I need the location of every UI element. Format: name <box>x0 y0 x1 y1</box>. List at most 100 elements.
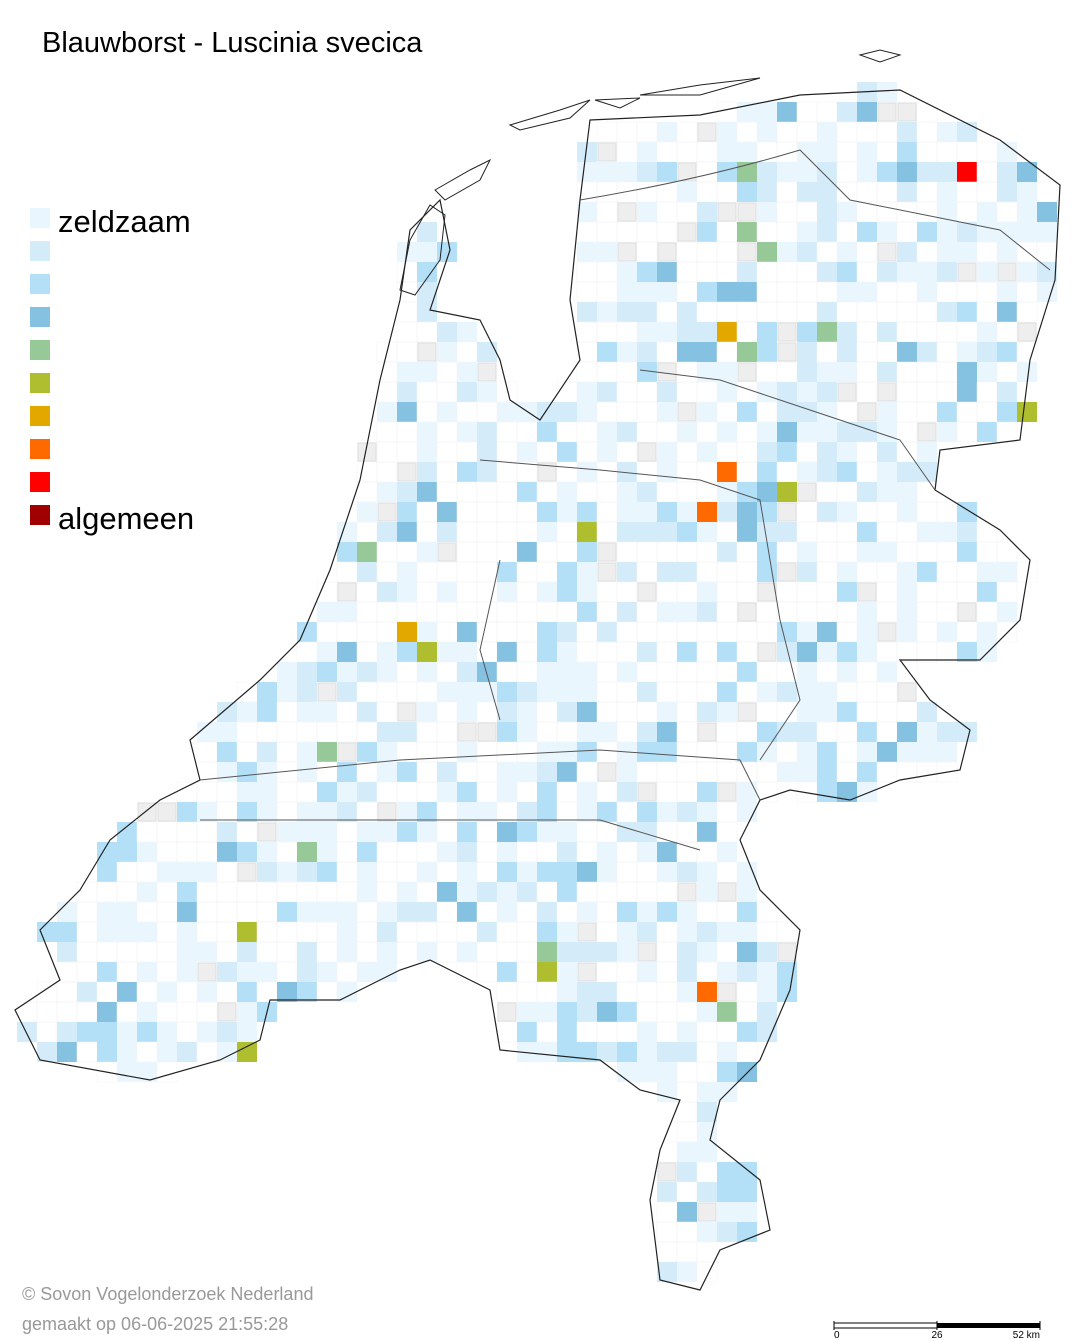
grid-cell-empty <box>696 1041 718 1063</box>
grid-cell-empty <box>856 341 878 363</box>
map-title: Blauwborst - Luscinia svecica <box>42 27 423 59</box>
grid-cell-empty <box>456 341 478 363</box>
grid-cell <box>577 982 597 1002</box>
grid-cell <box>217 1042 237 1062</box>
grid-cell-hatched <box>597 562 617 582</box>
grid-cell-empty <box>656 761 678 783</box>
grid-cell <box>957 302 977 322</box>
grid-cell <box>417 482 437 502</box>
grid-cell <box>897 722 917 742</box>
grid-cell-empty <box>656 201 678 223</box>
grid-cell-empty <box>616 381 638 403</box>
grid-cell-empty <box>256 941 278 963</box>
grid-cell-hatched <box>497 1002 517 1022</box>
grid-cell <box>97 862 117 882</box>
grid-cell <box>837 642 857 662</box>
grid-cell-empty <box>676 581 698 603</box>
grid-cell <box>97 1002 117 1022</box>
grid-cell <box>817 182 837 202</box>
grid-cell <box>477 682 497 702</box>
grid-cell-empty <box>356 621 378 643</box>
grid-cell <box>457 322 477 342</box>
grid-cell <box>637 262 657 282</box>
grid-cell <box>757 202 777 222</box>
grid-cell <box>917 562 937 582</box>
grid-cell <box>657 1182 677 1202</box>
grid-cell <box>637 1042 657 1062</box>
grid-cell <box>497 682 517 702</box>
grid-cell-empty <box>396 941 418 963</box>
grid-cell-hatched <box>377 502 397 522</box>
grid-cell <box>817 122 837 142</box>
grid-cell-empty <box>276 881 298 903</box>
grid-cell-hatched <box>597 762 617 782</box>
grid-cell-empty <box>136 981 158 1003</box>
grid-cell <box>637 202 657 222</box>
grid-cell-empty <box>636 981 658 1003</box>
grid-cell-empty <box>816 101 838 123</box>
grid-cell <box>397 482 417 502</box>
grid-cell <box>457 422 477 442</box>
credit: © Sovon Vogelonderzoek Nederland <box>22 1284 313 1304</box>
grid-cell <box>997 162 1017 182</box>
grid-cell-empty <box>716 861 738 883</box>
grid-cell-empty <box>576 641 598 663</box>
grid-cell-empty <box>356 921 378 943</box>
grid-cell <box>697 922 717 942</box>
grid-cell-empty <box>416 321 438 343</box>
grid-cell-empty <box>176 781 198 803</box>
grid-cell <box>397 562 417 582</box>
grid-cell <box>117 1022 137 1042</box>
grid-cell-empty <box>816 601 838 623</box>
legend-swatch <box>30 439 50 459</box>
grid-cell <box>237 922 257 942</box>
grid-cell <box>517 762 537 782</box>
grid-cell-hatched <box>437 542 457 562</box>
grid-cell-empty <box>936 581 958 603</box>
grid-cell <box>897 482 917 502</box>
grid-cell-empty <box>936 281 958 303</box>
grid-cell <box>617 1062 637 1082</box>
grid-cell-empty <box>376 441 398 463</box>
grid-cell <box>477 662 497 682</box>
grid-cell-empty <box>656 421 678 443</box>
grid-cell <box>757 982 777 1002</box>
grid-cell <box>737 482 757 502</box>
grid-cell-empty <box>836 621 858 643</box>
grid-cells <box>16 82 1058 1283</box>
grid-cell-empty <box>396 301 418 323</box>
grid-cell-empty <box>616 1021 638 1043</box>
grid-cell-empty <box>636 601 658 623</box>
grid-cell <box>857 222 877 242</box>
grid-cell <box>457 642 477 662</box>
grid-cell <box>697 362 717 382</box>
grid-cell <box>377 662 397 682</box>
grid-cell <box>597 982 617 1002</box>
grid-cell-empty <box>896 441 918 463</box>
grid-cell-empty <box>956 561 978 583</box>
grid-cell <box>997 602 1017 622</box>
grid-cell <box>577 942 597 962</box>
grid-cell-hatched <box>877 242 897 262</box>
grid-cell-empty <box>396 541 418 563</box>
grid-cell-empty <box>756 901 778 923</box>
grid-cell <box>557 862 577 882</box>
grid-cell <box>737 402 757 422</box>
grid-cell <box>117 1042 137 1062</box>
grid-cell <box>817 642 837 662</box>
grid-cell <box>97 922 117 942</box>
grid-cell <box>617 422 637 442</box>
grid-cell <box>837 562 857 582</box>
grid-cell <box>897 262 917 282</box>
grid-cell <box>737 742 757 762</box>
grid-cell <box>97 962 117 982</box>
grid-cell <box>357 842 377 862</box>
grid-cell <box>777 622 797 642</box>
grid-cell <box>397 902 417 922</box>
grid-cell <box>457 942 477 962</box>
grid-cell-empty <box>756 281 778 303</box>
grid-cell-empty <box>976 601 998 623</box>
grid-cell-empty <box>836 741 858 763</box>
grid-cell <box>717 922 737 942</box>
grid-cell-empty <box>556 421 578 443</box>
